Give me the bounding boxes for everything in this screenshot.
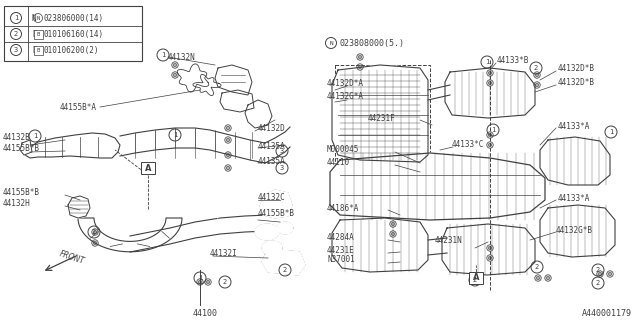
Text: 44231E: 44231E [327, 245, 355, 254]
Polygon shape [277, 222, 293, 234]
Text: 023806000(14): 023806000(14) [44, 13, 104, 22]
FancyBboxPatch shape [335, 65, 430, 165]
Text: 44132D*B: 44132D*B [558, 77, 595, 86]
Text: 010106200(2): 010106200(2) [44, 45, 99, 54]
Text: N: N [36, 15, 40, 20]
Text: 1: 1 [33, 133, 37, 139]
Text: 3: 3 [280, 148, 284, 154]
Text: 44155B*B: 44155B*B [3, 188, 40, 196]
Text: A: A [145, 164, 151, 172]
Text: 44186*A: 44186*A [327, 204, 360, 212]
Text: 1: 1 [491, 127, 495, 133]
Polygon shape [330, 153, 545, 220]
Text: 44284A: 44284A [327, 233, 355, 242]
Text: N: N [32, 13, 36, 22]
Text: N37001: N37001 [327, 255, 355, 265]
Text: 1: 1 [173, 132, 177, 138]
Text: 44132H: 44132H [3, 198, 31, 207]
FancyBboxPatch shape [4, 6, 142, 61]
Text: B: B [32, 45, 36, 54]
Text: A440001179: A440001179 [582, 308, 632, 317]
Text: 2: 2 [283, 267, 287, 273]
Text: 44132C: 44132C [258, 193, 285, 202]
Text: 44155B*B: 44155B*B [258, 209, 295, 218]
Text: 44231N: 44231N [435, 236, 463, 244]
Text: N: N [329, 41, 333, 45]
Text: 44132I: 44132I [210, 250, 237, 259]
Polygon shape [445, 68, 535, 118]
Text: 44155B*A: 44155B*A [60, 102, 97, 111]
Text: FRONT: FRONT [58, 250, 86, 266]
Polygon shape [262, 241, 282, 255]
Text: A: A [473, 274, 479, 283]
Text: 3: 3 [14, 47, 18, 53]
Text: B: B [36, 31, 40, 36]
Polygon shape [540, 205, 615, 257]
Polygon shape [78, 218, 182, 252]
Text: 44132D*B: 44132D*B [558, 63, 595, 73]
Polygon shape [332, 218, 428, 272]
Text: 1: 1 [161, 52, 165, 58]
Text: 44132D*A: 44132D*A [327, 78, 364, 87]
Text: 44155B*B: 44155B*B [3, 143, 40, 153]
Text: 44231F: 44231F [368, 114, 396, 123]
Text: 44135A: 44135A [258, 156, 285, 165]
FancyBboxPatch shape [33, 45, 42, 54]
FancyBboxPatch shape [469, 272, 483, 284]
Polygon shape [25, 133, 120, 158]
Text: 44133*C: 44133*C [452, 140, 484, 148]
Text: B: B [36, 47, 40, 52]
Text: 010106160(14): 010106160(14) [44, 29, 104, 38]
Polygon shape [196, 196, 218, 218]
Text: 44132G*B: 44132G*B [556, 226, 593, 235]
Text: 1: 1 [14, 15, 18, 21]
Text: 44132D: 44132D [258, 124, 285, 132]
Text: 44110: 44110 [327, 157, 350, 166]
Polygon shape [255, 224, 279, 240]
Polygon shape [20, 140, 32, 155]
Polygon shape [442, 224, 535, 275]
Text: 2: 2 [596, 280, 600, 286]
Text: 2: 2 [92, 229, 96, 235]
Polygon shape [332, 65, 428, 162]
Text: 44132B: 44132B [3, 132, 31, 141]
Text: 2: 2 [596, 267, 600, 273]
Text: 2: 2 [223, 279, 227, 285]
Text: 1: 1 [485, 59, 489, 65]
Text: 44132G*A: 44132G*A [327, 92, 364, 100]
Polygon shape [260, 190, 292, 218]
Text: 023808000(5.): 023808000(5.) [339, 38, 404, 47]
Polygon shape [130, 215, 268, 252]
FancyBboxPatch shape [33, 29, 42, 38]
Text: 1: 1 [609, 129, 613, 135]
Text: 2: 2 [14, 31, 18, 37]
Text: M000045: M000045 [327, 145, 360, 154]
Polygon shape [265, 127, 290, 163]
Polygon shape [68, 196, 90, 218]
Text: 1: 1 [198, 275, 202, 281]
Text: 44100: 44100 [193, 308, 218, 317]
Text: 44133*B: 44133*B [497, 55, 529, 65]
Polygon shape [120, 128, 265, 163]
Text: 2: 2 [473, 277, 477, 283]
Polygon shape [262, 250, 305, 275]
Text: 44132N: 44132N [168, 52, 196, 61]
Text: B: B [32, 29, 36, 38]
Text: 3: 3 [280, 165, 284, 171]
FancyBboxPatch shape [141, 162, 155, 174]
Polygon shape [68, 196, 90, 218]
Text: 44135A: 44135A [258, 141, 285, 150]
Text: 44133*A: 44133*A [558, 122, 590, 131]
Text: 2: 2 [535, 264, 539, 270]
Polygon shape [540, 137, 610, 185]
Text: 2: 2 [534, 65, 538, 71]
Text: 44133*A: 44133*A [558, 194, 590, 203]
